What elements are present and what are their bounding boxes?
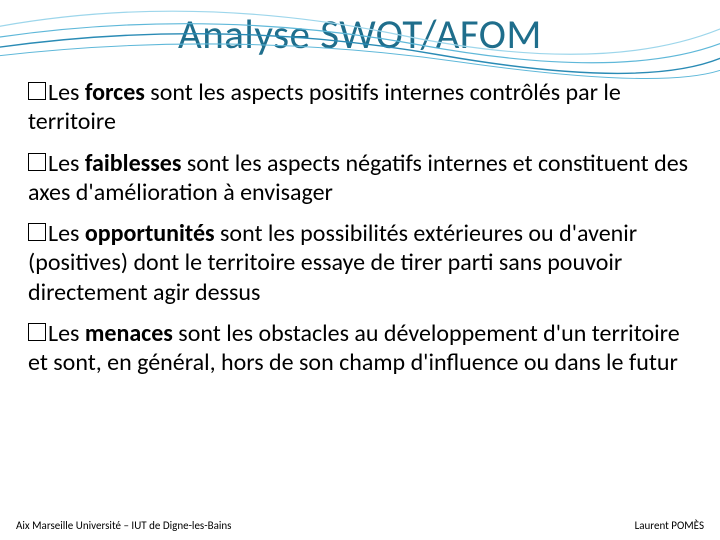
bullet-text-bold: forces [85, 78, 145, 107]
footer-right: Laurent POMÈS [635, 519, 704, 532]
checkbox-icon [28, 323, 46, 341]
bullet-text-bold: opportunités [85, 219, 215, 248]
bullet-text-prefix: Les [48, 219, 85, 248]
bullet-text-prefix: Les [48, 78, 85, 107]
bullet-forces: Les forces sont les aspects positifs int… [28, 78, 692, 137]
slide-title: Analyse SWOT/AFOM [0, 0, 720, 60]
bullet-faiblesses: Les faiblesses sont les aspects négatifs… [28, 149, 692, 208]
bullet-text-bold: menaces [85, 319, 173, 348]
bullet-menaces: Les menaces sont les obstacles au dévelo… [28, 319, 692, 378]
checkbox-icon [28, 153, 46, 171]
checkbox-icon [28, 82, 46, 100]
checkbox-icon [28, 223, 46, 241]
slide-footer: Aix Marseille Université – IUT de Digne-… [0, 519, 720, 532]
bullet-text-prefix: Les [48, 319, 85, 348]
slide-body: Les forces sont les aspects positifs int… [0, 60, 720, 377]
bullet-text-prefix: Les [48, 149, 85, 178]
bullet-opportunites: Les opportunités sont les possibilités e… [28, 219, 692, 307]
footer-left: Aix Marseille Université – IUT de Digne-… [16, 519, 231, 532]
bullet-text-bold: faiblesses [85, 149, 182, 178]
